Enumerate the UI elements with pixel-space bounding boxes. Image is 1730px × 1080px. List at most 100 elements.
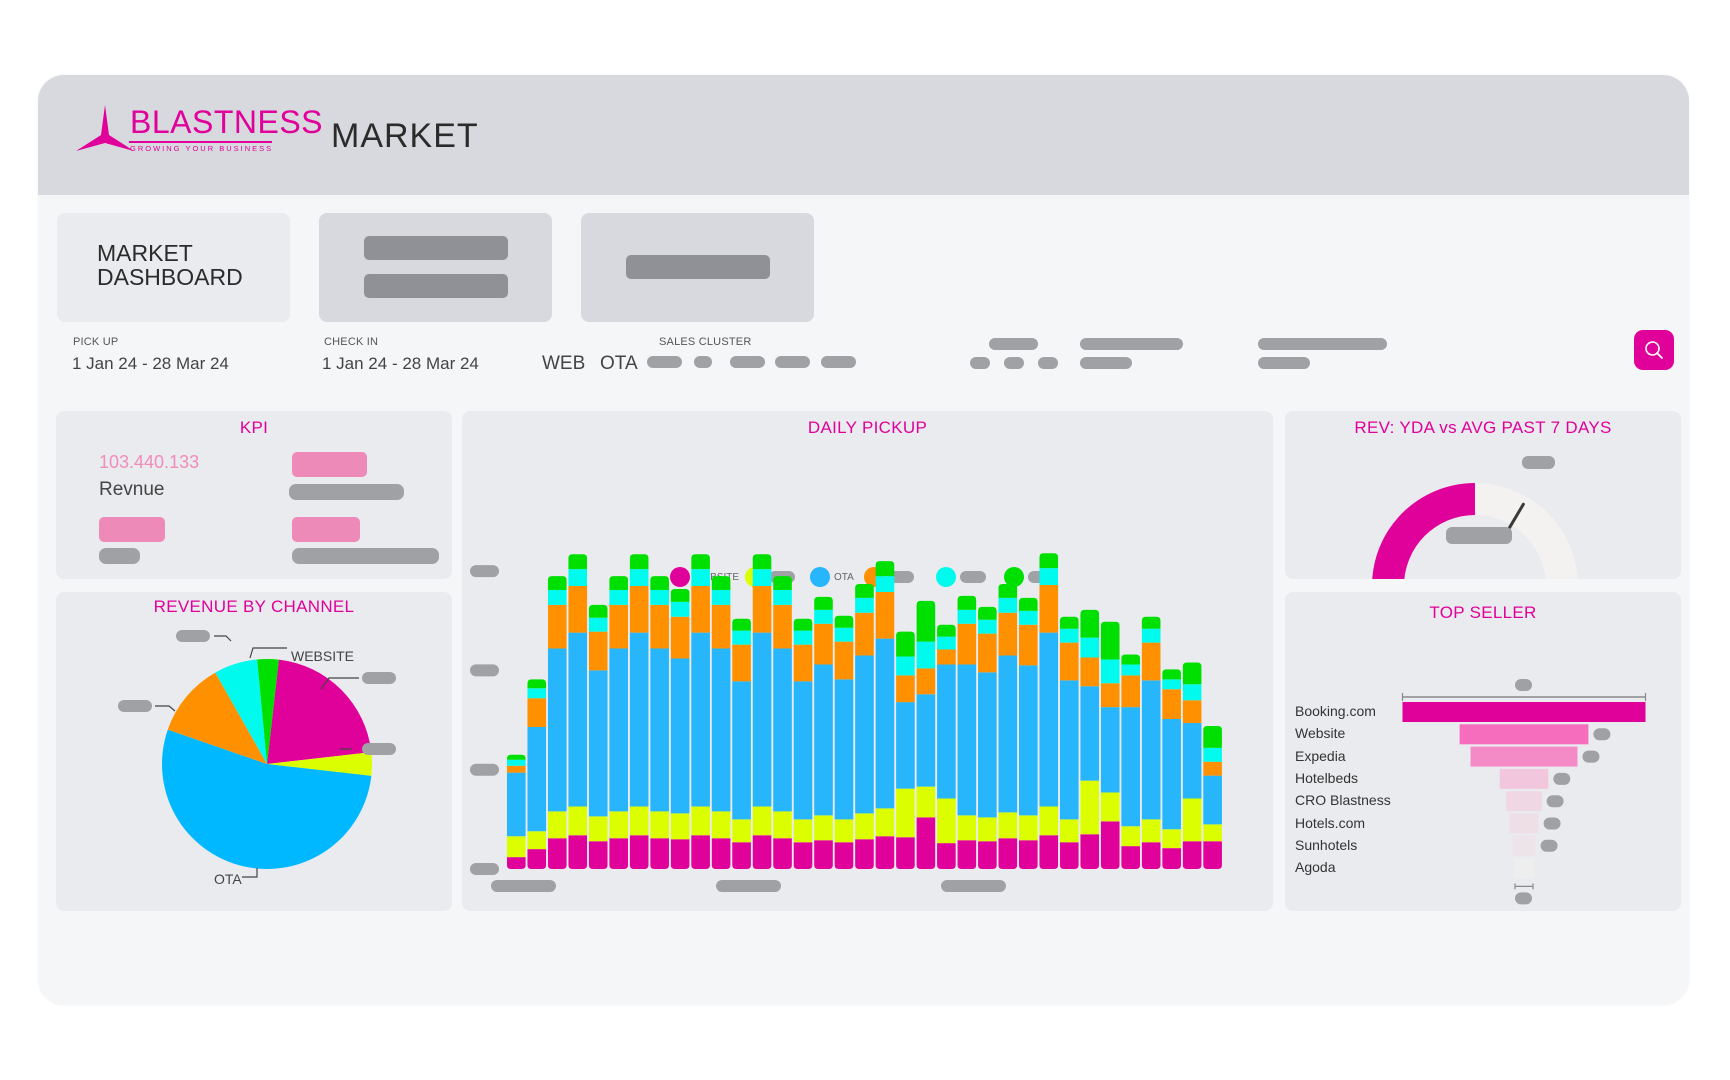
filter-placeholder[interactable] xyxy=(1004,357,1024,369)
filter-placeholder[interactable] xyxy=(1258,357,1310,369)
bar-stack[interactable] xyxy=(834,615,854,869)
placeholder-bar xyxy=(364,236,508,260)
bar-stack[interactable] xyxy=(547,576,567,869)
bar-stack[interactable] xyxy=(937,624,956,869)
bar-stack[interactable] xyxy=(588,604,608,869)
funnel-bar[interactable] xyxy=(1512,835,1536,856)
bar-stack[interactable] xyxy=(1039,553,1059,869)
bar-stack[interactable] xyxy=(916,600,936,869)
sales-cluster-option[interactable] xyxy=(730,356,765,368)
bar-stack[interactable] xyxy=(732,618,751,869)
bar-segment xyxy=(957,595,977,610)
bar-segment xyxy=(1039,806,1059,836)
bar-stack[interactable] xyxy=(1141,616,1161,869)
brand-underline xyxy=(129,141,272,143)
placeholder-card-2[interactable] xyxy=(319,213,552,322)
pie-slice[interactable] xyxy=(215,659,267,764)
bar-stack[interactable] xyxy=(814,596,833,869)
legend-label-placeholder xyxy=(888,571,914,583)
legend-item[interactable]: OTA xyxy=(810,567,854,587)
legend-item[interactable] xyxy=(936,567,986,587)
filter-placeholder[interactable] xyxy=(970,357,990,369)
funnel-category-label: Hotelbeds xyxy=(1295,769,1359,786)
bar-stack[interactable] xyxy=(650,576,669,869)
funnel-bar[interactable] xyxy=(1459,724,1589,745)
bar-segment xyxy=(527,727,547,832)
placeholder-card-3[interactable] xyxy=(581,213,814,322)
sales-cluster-option[interactable] xyxy=(647,356,682,368)
bar-stack[interactable] xyxy=(609,576,628,869)
bar-segment xyxy=(834,679,854,820)
bar-stack[interactable] xyxy=(773,576,792,869)
bar-stack[interactable] xyxy=(1080,609,1100,869)
bar-segment xyxy=(814,609,833,624)
x-tick-label xyxy=(941,880,1006,892)
bar-segment xyxy=(875,561,895,577)
bar-segment xyxy=(875,836,895,869)
kpi-placeholder xyxy=(292,548,439,564)
sales-cluster-option[interactable] xyxy=(821,356,856,368)
bar-stack[interactable] xyxy=(957,595,977,869)
funnel-bar[interactable] xyxy=(1506,791,1542,812)
bar-stack[interactable] xyxy=(1203,726,1222,869)
bar-stack[interactable] xyxy=(711,576,731,869)
bar-stack[interactable] xyxy=(629,554,649,869)
bar-segment xyxy=(568,632,588,807)
bar-segment xyxy=(691,806,710,836)
pie-slice[interactable] xyxy=(267,752,372,776)
bar-stack[interactable] xyxy=(691,554,710,869)
bar-stack[interactable] xyxy=(1059,616,1079,869)
pie-leader-line xyxy=(320,677,359,690)
bar-segment xyxy=(978,672,997,818)
sales-cluster-web[interactable]: WEB xyxy=(542,353,586,374)
top-seller-title: TOP SELLER xyxy=(1429,603,1537,622)
bar-stack[interactable] xyxy=(568,554,588,869)
bar-segment xyxy=(957,815,977,841)
kpi-placeholder xyxy=(99,517,165,542)
checkin-date-range[interactable]: 1 Jan 24 - 28 Mar 24 xyxy=(322,354,479,373)
funnel-bar[interactable] xyxy=(1499,768,1549,789)
top-seller-panel: TOP SELLER Booking.com Website Expedia Hote… xyxy=(1285,592,1681,911)
bar-stack[interactable] xyxy=(670,588,690,869)
funnel-bar[interactable] xyxy=(1470,746,1578,767)
bar-stack[interactable] xyxy=(1121,654,1140,869)
sales-cluster-option[interactable] xyxy=(775,356,810,368)
bar-stack[interactable] xyxy=(1182,662,1202,869)
pie-slice[interactable] xyxy=(267,659,372,764)
placeholder-bar xyxy=(364,274,508,298)
legend-swatch xyxy=(810,567,830,587)
bar-stack[interactable] xyxy=(527,679,547,869)
bar-stack[interactable] xyxy=(1019,597,1038,869)
funnel-category-label: Sunhotels xyxy=(1295,836,1358,853)
daily-pickup-chart xyxy=(470,553,1222,892)
bar-segment xyxy=(650,811,669,839)
funnel-bar[interactable] xyxy=(1514,858,1534,879)
pickup-date-range[interactable]: 1 Jan 24 - 28 Mar 24 xyxy=(72,354,229,373)
bar-stack[interactable] xyxy=(998,584,1018,869)
bar-stack[interactable] xyxy=(875,561,895,869)
bar-stack[interactable] xyxy=(752,554,772,869)
filter-placeholder[interactable] xyxy=(1080,357,1132,369)
pie-slice[interactable] xyxy=(167,672,267,764)
bar-stack[interactable] xyxy=(855,584,874,869)
bar-segment xyxy=(1100,707,1120,793)
bar-segment xyxy=(1121,654,1140,665)
sales-cluster-option[interactable] xyxy=(694,356,712,368)
bar-segment xyxy=(814,840,833,869)
funnel-bar[interactable] xyxy=(1509,813,1539,834)
bar-stack[interactable] xyxy=(793,618,813,869)
bar-stack[interactable] xyxy=(507,754,526,869)
bar-stack[interactable] xyxy=(896,631,915,869)
pie-slice[interactable] xyxy=(162,729,372,869)
bar-stack[interactable] xyxy=(978,606,997,869)
bar-segment xyxy=(814,664,833,816)
pie-slice[interactable] xyxy=(257,659,279,764)
search-button[interactable] xyxy=(1634,330,1674,370)
filter-placeholder[interactable] xyxy=(1038,357,1058,369)
bar-stack[interactable] xyxy=(1100,621,1120,869)
bar-segment xyxy=(1059,642,1079,681)
bar-stack[interactable] xyxy=(1162,669,1181,869)
funnel-bar[interactable] xyxy=(1402,702,1646,722)
bar-segment xyxy=(1141,616,1161,629)
sales-cluster-ota[interactable]: OTA xyxy=(600,353,638,374)
